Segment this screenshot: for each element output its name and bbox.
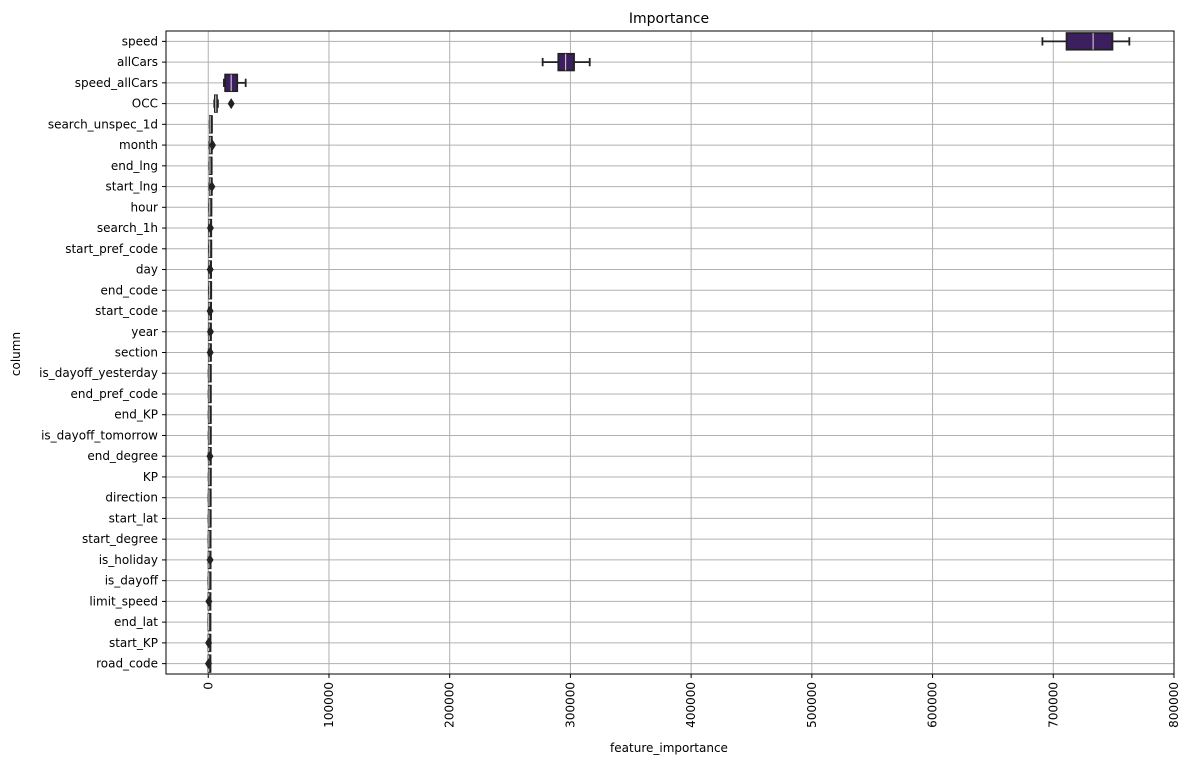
grid-lines — [166, 31, 1175, 674]
y-tick-label: end_KP — [114, 408, 158, 422]
y-tick-label: is_holiday — [99, 553, 158, 567]
y-axis-label: column — [9, 332, 23, 376]
y-tick-label: hour — [131, 200, 159, 214]
chart-title: Importance — [629, 11, 709, 27]
x-tick-label: 200000 — [443, 682, 457, 728]
plot-frame — [165, 30, 1175, 675]
x-tick-label: 400000 — [684, 682, 698, 728]
y-tick-label: year — [131, 325, 158, 339]
y-tick-label: road_code — [96, 657, 158, 671]
y-tick-label: month — [119, 138, 158, 152]
y-tick-label: KP — [143, 470, 158, 484]
outlier-point — [205, 595, 213, 607]
y-tick-label: start_degree — [82, 532, 158, 546]
y-tick-label: start_lng — [105, 180, 158, 194]
outlier-point — [206, 347, 214, 358]
axis-ticks: 0 100000 200000 300000 400000 500000 600000 700… — [39, 34, 1181, 727]
x-tick-label: 100000 — [322, 682, 336, 728]
y-tick-label: search_unspec_1d — [48, 117, 158, 131]
x-tick-label: 0 — [201, 682, 215, 690]
box-iqr — [557, 52, 575, 72]
x-tick-label: 600000 — [926, 682, 940, 728]
outlier-point — [208, 181, 216, 193]
box-iqr — [1065, 32, 1114, 51]
x-tick-label: 800000 — [1167, 682, 1181, 728]
y-tick-label: limit_speed — [89, 594, 158, 608]
outlier-point — [206, 450, 214, 462]
x-tick-label: 500000 — [805, 682, 819, 728]
y-tick-label: day — [136, 263, 158, 277]
outlier-point — [206, 326, 214, 338]
y-tick-label: end_lng — [111, 159, 158, 173]
y-tick-label: end_code — [100, 283, 158, 297]
x-axis-label: feature_importance — [610, 741, 728, 755]
y-tick-label: is_dayoff_yesterday — [39, 366, 158, 380]
y-tick-label: is_dayoff_tomorrow — [41, 428, 158, 442]
y-tick-label: start_KP — [109, 636, 158, 650]
y-tick-label: end_lat — [114, 615, 158, 629]
y-tick-label: end_degree — [87, 449, 158, 463]
outlier-point — [208, 139, 216, 151]
outlier-point — [206, 264, 214, 276]
y-tick-label: start_pref_code — [65, 242, 158, 256]
x-tick-label: 700000 — [1046, 682, 1060, 728]
outlier-point — [205, 637, 213, 649]
y-tick-label: speed_allCars — [75, 76, 158, 90]
y-tick-label: speed — [122, 34, 158, 48]
outlier-point — [204, 658, 212, 670]
y-tick-label: search_1h — [97, 221, 158, 235]
x-tick-label: 300000 — [563, 682, 577, 728]
y-tick-label: end_pref_code — [71, 387, 158, 401]
outlier-point — [206, 305, 214, 317]
y-tick-label: allCars — [117, 55, 158, 69]
outlier-point — [227, 98, 235, 110]
y-tick-label: OCC — [132, 97, 158, 111]
y-tick-label: section — [115, 346, 158, 360]
box-marks — [204, 32, 1131, 673]
outlier-point — [206, 554, 214, 566]
y-tick-label: direction — [105, 491, 158, 505]
y-tick-label: is_dayoff — [105, 574, 159, 588]
y-tick-label: start_lat — [109, 511, 159, 525]
y-tick-label: start_code — [95, 304, 158, 318]
outlier-point — [206, 222, 214, 234]
